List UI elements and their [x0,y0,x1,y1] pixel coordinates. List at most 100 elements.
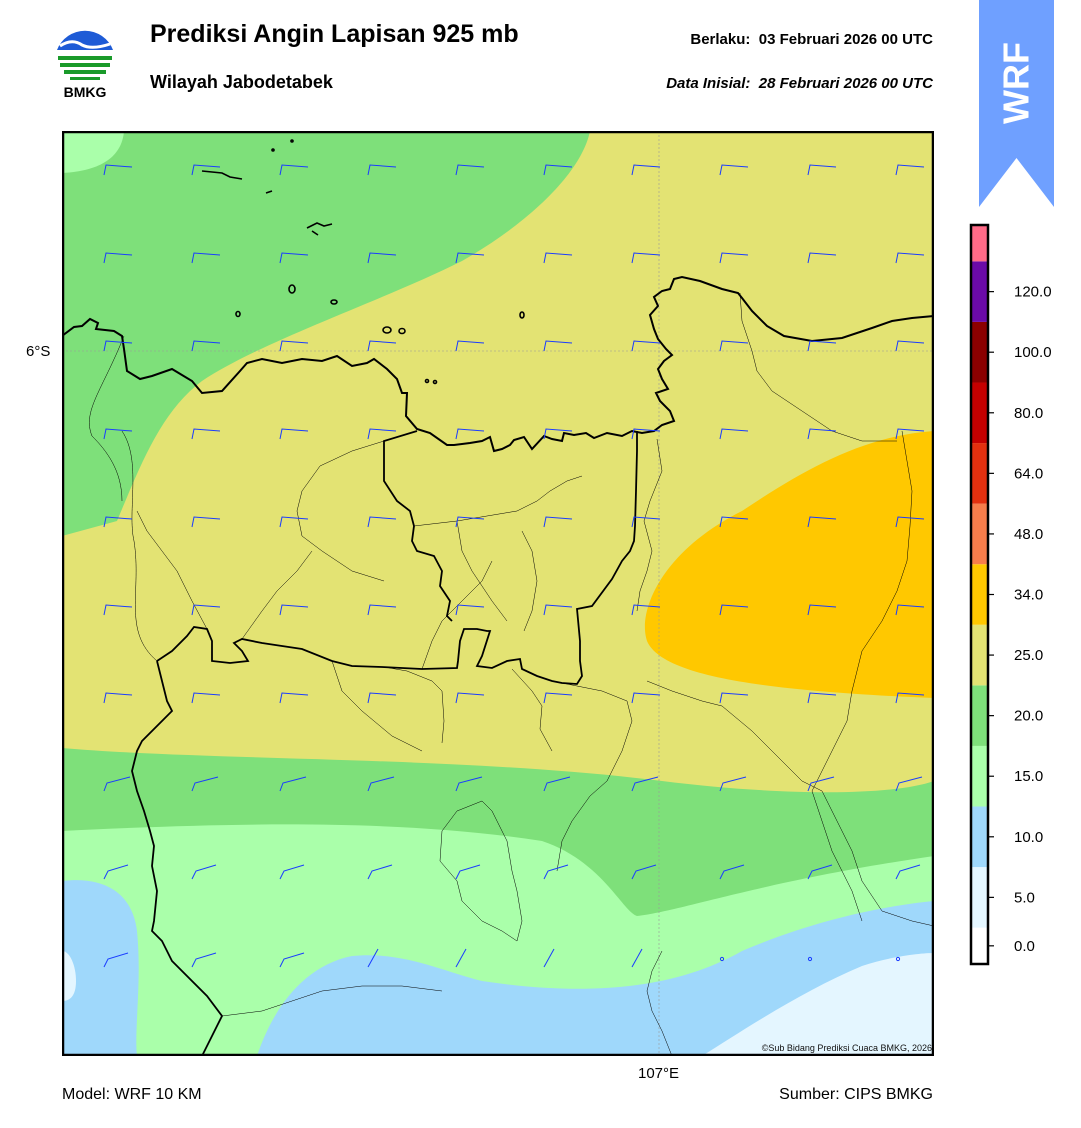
map-frame [62,131,934,1056]
wind-barb [367,516,397,528]
wind-barb [455,692,485,704]
wind-barb [367,692,397,704]
wind-barb [367,864,393,880]
model-label: Model: WRF 10 KM [62,1086,202,1103]
wind-barb [543,604,573,616]
wind-barb [455,864,481,880]
wind-barb [719,516,749,528]
colorbar-tick-label: 10.0 [1014,829,1043,846]
wind-barb [279,864,305,880]
colorbar-tick-label: 120.0 [1014,284,1052,301]
wrf-badge-icon [979,0,1054,207]
wind-barb [191,952,217,968]
wind-barb [455,252,485,264]
wind-barb [103,864,129,880]
wind-barb [191,428,221,440]
colorbar-tick-label: 20.0 [1014,708,1043,725]
field-25-34 [644,431,934,698]
valid-label: Berlaku: [690,31,751,48]
wind-barb [807,340,837,352]
wind-barb [279,952,305,968]
wind-map [62,131,934,1056]
wind-barb [455,604,485,616]
wind-barb [367,164,397,176]
wind-barb [543,516,573,528]
field-10-15-corner [62,131,124,173]
wind-barb [103,776,131,792]
wind-barb [279,776,307,792]
wind-barb [807,164,837,176]
bmkg-logo-icon [55,24,115,84]
wind-barb [367,604,397,616]
wind-barb [191,604,221,616]
colorbar-segment [971,867,988,928]
wind-barb [895,428,925,440]
field-0-5-southeast [702,953,934,1056]
lat-tick-label: 6°S [26,343,51,360]
colorbar-segment [971,261,988,322]
wind-barb [103,428,133,440]
wind-barb [543,864,569,880]
wind-barb [191,776,219,792]
wind-barb [895,340,925,352]
wind-barb [279,164,309,176]
colorbar-segment [971,321,988,383]
valid-time: Berlaku: 03 Februari 2026 00 UTC [690,31,933,48]
wind-barb [279,692,309,704]
admin-boundaries [89,292,934,1056]
calm-wind-marker [895,956,901,962]
wind-barb [191,164,221,176]
colorbar-segments [971,225,988,964]
lon-tick-label: 107°E [638,1065,680,1082]
wind-barb [103,604,133,616]
colorbar-segment [971,745,988,807]
wind-barb [455,776,483,792]
wind-barb [279,252,309,264]
wind-barb [719,776,747,792]
wind-barb [279,516,309,528]
copyright-text: ©Sub Bidang Prediksi Cuaca BMKG, 2026 [761,1043,932,1053]
colorbar-tick-label: 64.0 [1014,465,1043,482]
wind-barb [103,252,133,264]
colorbar-segment [971,382,988,444]
wind-barb [807,692,837,704]
colorbar-tick-label: 100.0 [1014,344,1052,361]
wind-barb [367,776,395,792]
wind-barb [631,776,659,792]
wind-barb [895,252,925,264]
wind-barb [895,864,921,880]
colorbar-frame [969,223,990,966]
wrf-badge-text: WRF [996,42,1037,124]
islands [201,139,525,385]
wind-barb [895,776,923,792]
wind-barb [631,864,657,880]
calm-wind-marker [807,956,813,962]
wind-barb [279,428,309,440]
wind-barb [895,164,925,176]
colorbar-tick-label: 5.0 [1014,889,1035,906]
wind-barb [279,604,309,616]
wind-barb [807,428,837,440]
wind-barb [103,164,133,176]
wind-barb [367,428,397,440]
source-label: Sumber: CIPS BMKG [779,1086,933,1103]
wind-barb [455,164,485,176]
wind-barb [103,952,129,968]
wind-barb [631,428,661,440]
wind-barb [103,340,133,352]
colorbar-tick-label: 34.0 [1014,587,1043,604]
wind-barb [719,428,749,440]
wind-barb [543,340,573,352]
wind-barb [543,948,555,968]
wind-barb [631,692,661,704]
colorbar-segment [971,806,988,868]
wind-barb [191,340,221,352]
wind-barb [631,164,661,176]
wind-barb [455,516,485,528]
logo-text: BMKG [63,84,107,100]
wind-barb [367,948,379,968]
wind-barb [719,604,749,616]
coastline [62,275,934,453]
colorbar-ticks: 0.0 5.0 10.0 15.0 20.0 25.0 34.0 48.0 64.0 80.0 10… [988,284,1052,955]
wind-barb [191,692,221,704]
